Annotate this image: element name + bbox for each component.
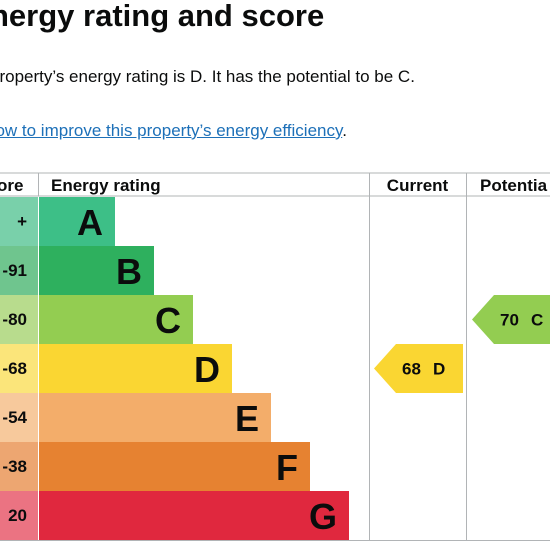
rating-bar-d xyxy=(39,344,232,393)
potential-rating-arrow xyxy=(472,295,550,344)
rating-bar-b xyxy=(39,246,154,295)
score-cell xyxy=(0,344,38,393)
rating-bar-e xyxy=(39,393,271,442)
score-range-label: -80 xyxy=(2,310,27,329)
potential-rating-score: 70 xyxy=(500,311,519,330)
score-range-label: -54 xyxy=(2,408,27,427)
improve-efficiency-link[interactable]: how to improve this property’s energy ef… xyxy=(0,121,343,140)
rating-letter-d: D xyxy=(194,349,220,390)
table-header xyxy=(0,173,550,196)
rating-bar-f xyxy=(39,442,310,491)
rating-bar-g xyxy=(39,491,349,540)
score-cell xyxy=(0,442,38,491)
score-range-label: -91 xyxy=(2,261,27,280)
column-header-potential: Potentia xyxy=(480,176,548,195)
improve-paragraph: how to improve this property’s energy ef… xyxy=(0,118,347,144)
score-cell xyxy=(0,197,38,246)
page-title: nergy rating and score xyxy=(0,0,325,33)
rating-letter-e: E xyxy=(235,398,259,439)
rating-summary: property’s energy rating is D. It has th… xyxy=(0,67,415,86)
column-header-current: Current xyxy=(387,176,449,195)
score-range-label: -68 xyxy=(2,359,27,378)
score-range-label: 20 xyxy=(8,506,27,525)
score-range-label: -38 xyxy=(2,457,27,476)
rating-letter-c: C xyxy=(155,300,181,341)
rating-letter-g: G xyxy=(309,496,337,537)
rating-letter-f: F xyxy=(276,447,298,488)
rating-bar-c xyxy=(39,295,193,344)
rating-letter-a: A xyxy=(77,202,103,243)
rating-bar-a xyxy=(39,197,115,246)
score-cell xyxy=(0,295,38,344)
potential-rating-letter: C xyxy=(531,311,543,330)
score-range-label: + xyxy=(17,212,27,231)
score-cell xyxy=(0,246,38,295)
rating-letter-b: B xyxy=(116,251,142,292)
current-rating-score: 68 xyxy=(402,360,421,379)
improve-suffix: . xyxy=(342,121,347,140)
current-rating-arrow xyxy=(374,344,463,393)
score-cell xyxy=(0,491,38,540)
current-rating-letter: D xyxy=(433,360,445,379)
score-cell xyxy=(0,393,38,442)
column-header-score: ore xyxy=(0,176,23,195)
column-header-energy-rating: Energy rating xyxy=(51,176,161,195)
